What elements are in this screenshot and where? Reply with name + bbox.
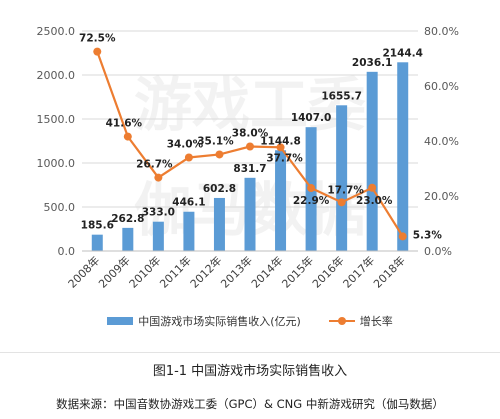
growth-rate-point [123,132,132,141]
y-left-tick-label: 1500.0 [37,113,76,126]
y-right-tick-label: 0.0% [424,245,452,258]
growth-rate-point [337,198,346,207]
growth-rate-point [246,142,254,151]
x-tick-label: 2015年 [279,253,316,290]
revenue-bar [244,177,256,251]
legend-label-growth: 增长率 [359,315,393,328]
x-tick-label: 2009年 [95,253,132,290]
revenue-bar [183,211,195,251]
y-right-tick-label: 40.0% [424,135,459,148]
growth-value-label: 41.6% [106,118,143,130]
revenue-value-label: 446.1 [172,197,205,209]
source-note: 数据来源：中国音数协游戏工委（GPC）& CNG 中新游戏研究（伽马数据） [56,397,444,411]
y-left-tick-label: 0.0 [58,245,76,258]
revenue-value-label: 1655.7 [321,90,362,102]
revenue-value-label: 185.6 [81,220,114,232]
revenue-bar [152,221,164,251]
revenue-value-label: 2036.1 [352,57,393,69]
y-right-tick-label: 20.0% [424,190,459,203]
growth-rate-point [184,153,193,162]
growth-value-label: 23.0% [356,195,393,207]
revenue-bar [366,71,378,251]
x-tick-label: 2013年 [218,253,255,290]
legend-item-revenue: 中国游戏市场实际销售收入(亿元) [107,313,301,329]
legend-swatch-bar [107,317,134,325]
x-tick-label: 2010年 [126,253,163,290]
divider [0,352,500,353]
revenue-bar [91,234,103,251]
revenue-bar [122,227,134,251]
growth-rate-point [154,173,163,182]
y-left-tick-label: 2500.0 [37,25,76,38]
revenue-bar [397,62,409,251]
figure-caption: 图1-1 中国游戏市场实际销售收入 [152,364,348,379]
y-left-tick-label: 1000.0 [37,157,76,170]
x-tick-label: 2017年 [340,253,377,290]
growth-rate-point [307,184,316,193]
legend-label-revenue: 中国游戏市场实际销售收入(亿元) [138,315,301,328]
x-tick-label: 2012年 [187,253,224,290]
legend-swatch-line [328,317,355,325]
growth-value-label: 72.5% [79,33,116,45]
growth-rate-point [215,150,224,159]
growth-rate-point [276,143,285,152]
y-left-tick-label: 500.0 [44,201,76,214]
growth-rate-point [368,183,377,192]
growth-value-label: 26.7% [136,159,173,171]
revenue-value-label: 831.7 [233,163,266,175]
revenue-value-label: 1144.8 [260,135,301,147]
revenue-bar [336,105,348,251]
revenue-value-label: 2144.4 [382,47,423,59]
growth-value-label: 38.0% [232,128,269,140]
revenue-value-label: 1407.0 [291,112,332,124]
revenue-value-label: 333.0 [142,207,175,219]
combo-chart: 游戏工委伽马数据0.0500.01000.01500.02000.02500.0… [37,25,459,291]
chart-area: 游戏工委伽马数据0.0500.01000.01500.02000.02500.0… [36,25,459,291]
x-tick-label: 2014年 [248,253,285,290]
chart-legend: 中国游戏市场实际销售收入(亿元) 增长率 [0,313,500,329]
growth-value-label: 22.9% [293,195,330,207]
growth-value-label: 37.7% [266,152,303,164]
growth-rate-point [93,47,102,56]
growth-value-label: 17.7% [327,184,364,196]
growth-value-label: 35.1% [197,135,234,147]
watermark-line-1: 游戏工委 [134,71,366,139]
legend-item-growth: 增长率 [328,313,393,329]
revenue-bar [213,197,225,251]
growth-rate-point [398,232,407,241]
x-tick-label: 2016年 [309,253,346,290]
y-right-tick-label: 80.0% [424,25,459,38]
revenue-value-label: 262.8 [111,213,144,225]
x-tick-label: 2011年 [157,253,194,290]
y-right-tick-label: 60.0% [424,80,459,93]
x-tick-label: 2018年 [370,253,407,290]
revenue-value-label: 602.8 [203,183,236,195]
growth-value-label: 5.3% [413,229,443,241]
y-left-tick-label: 2000.0 [37,69,76,82]
growth-value-label: 34.0% [167,139,204,151]
x-tick-label: 2008年 [65,253,102,290]
revenue-bar [275,150,287,251]
